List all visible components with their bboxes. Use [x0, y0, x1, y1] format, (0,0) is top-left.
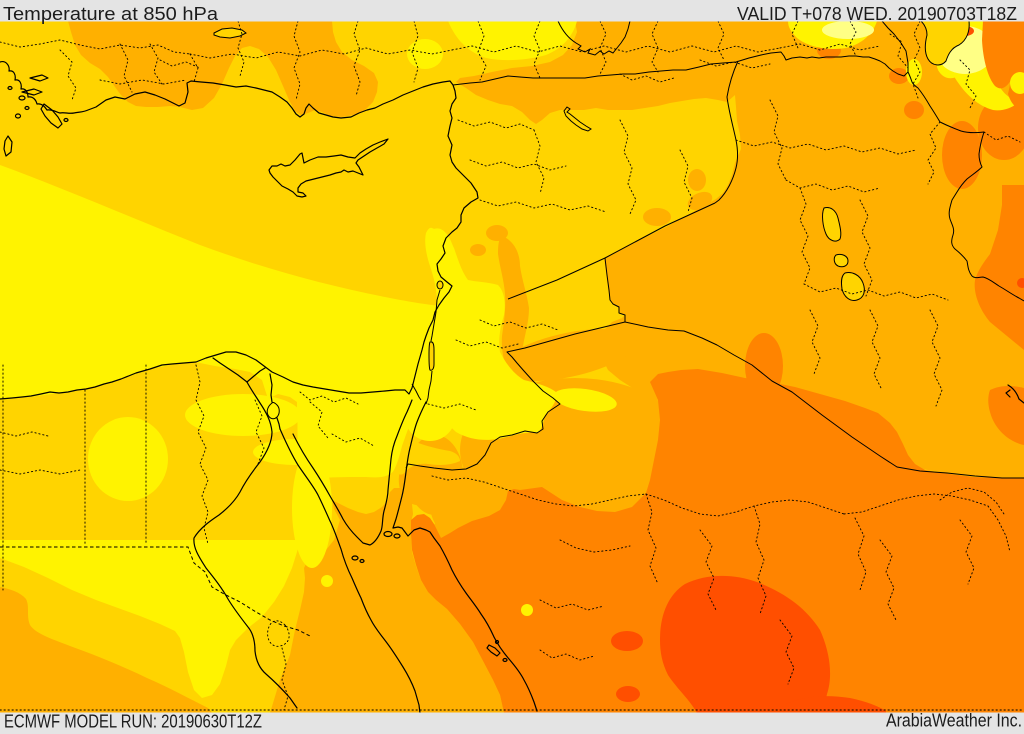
svg-text:ArabiaWeather Inc.: ArabiaWeather Inc.: [886, 711, 1022, 730]
svg-text:Temperature at 850 hPa: Temperature at 850 hPa: [3, 4, 219, 24]
svg-text:ECMWF MODEL RUN: 20190630T12Z: ECMWF MODEL RUN: 20190630T12Z: [4, 712, 262, 730]
svg-text:VALID T+078 WED. 20190703T18Z: VALID T+078 WED. 20190703T18Z: [737, 4, 1017, 24]
